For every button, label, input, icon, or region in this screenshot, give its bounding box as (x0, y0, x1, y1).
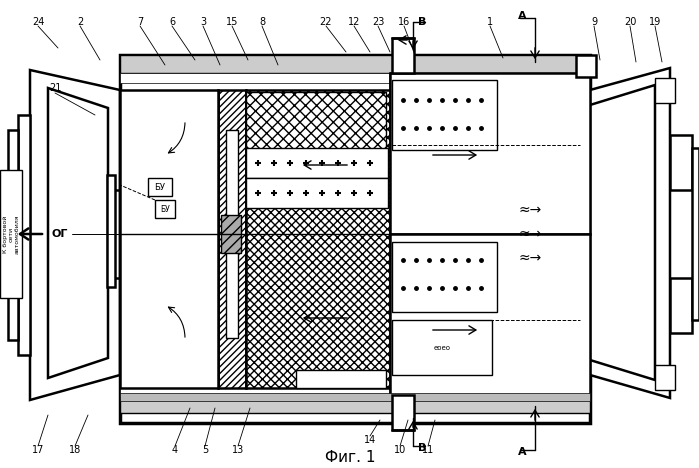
Text: 15: 15 (226, 17, 238, 27)
Text: 24: 24 (32, 17, 44, 27)
Text: A: A (518, 11, 526, 21)
Bar (226, 130, 238, 230)
Bar (0, 170, 22, 298)
Bar (392, 38, 414, 73)
Text: БУ: БУ (160, 205, 170, 213)
Text: 18: 18 (69, 445, 81, 455)
Text: 2: 2 (77, 17, 83, 27)
Bar (670, 278, 692, 333)
Bar (576, 55, 596, 77)
Text: 5: 5 (202, 445, 208, 455)
Polygon shape (48, 88, 108, 378)
Bar (120, 55, 590, 73)
Text: 6: 6 (169, 17, 175, 27)
Bar (296, 370, 386, 388)
Text: B: B (418, 17, 426, 27)
Text: БУ: БУ (154, 183, 166, 191)
Bar (246, 90, 391, 388)
Polygon shape (30, 70, 120, 400)
Text: ≈→: ≈→ (519, 203, 542, 217)
Bar (390, 234, 590, 395)
Bar (120, 90, 218, 388)
Text: 7: 7 (137, 17, 143, 27)
Text: 23: 23 (372, 17, 384, 27)
Text: 19: 19 (649, 17, 661, 27)
Text: 16: 16 (398, 17, 410, 27)
Bar (120, 387, 590, 397)
Text: 4: 4 (172, 445, 178, 455)
Bar (148, 178, 172, 196)
Polygon shape (590, 68, 670, 398)
Text: 9: 9 (591, 17, 597, 27)
Text: 13: 13 (232, 445, 244, 455)
Text: ≈→: ≈→ (519, 251, 542, 265)
Polygon shape (590, 85, 655, 380)
Bar (120, 55, 590, 423)
Text: 10: 10 (394, 445, 406, 455)
Bar (392, 242, 497, 312)
Bar (692, 148, 699, 320)
Text: A: A (518, 447, 526, 457)
Text: 1: 1 (487, 17, 493, 27)
Bar (392, 80, 497, 150)
Bar (670, 135, 692, 190)
Bar (655, 78, 675, 103)
Bar (120, 393, 590, 401)
Bar (392, 320, 492, 375)
Bar (120, 73, 590, 83)
Bar (120, 395, 590, 413)
Bar (246, 178, 388, 208)
Text: 11: 11 (422, 445, 434, 455)
Text: 14: 14 (364, 435, 376, 445)
Bar (8, 130, 18, 340)
Text: B: B (418, 443, 426, 453)
Bar (390, 73, 590, 234)
Text: ОГ: ОГ (52, 229, 69, 239)
Text: К бортовой
сети
автомобиля: К бортовой сети автомобиля (3, 214, 20, 254)
Bar (221, 215, 241, 253)
Bar (226, 238, 238, 338)
Bar (655, 365, 675, 390)
Bar (107, 175, 115, 287)
Text: 12: 12 (348, 17, 360, 27)
Bar (246, 92, 386, 157)
Text: 3: 3 (200, 17, 206, 27)
Bar (218, 90, 246, 388)
Bar (18, 115, 30, 355)
Bar (392, 395, 414, 430)
Text: ≈→: ≈→ (519, 227, 542, 241)
Text: 21: 21 (49, 83, 62, 93)
Text: 8: 8 (259, 17, 265, 27)
Text: Фиг. 1: Фиг. 1 (325, 451, 375, 466)
Text: 17: 17 (32, 445, 44, 455)
Text: 20: 20 (624, 17, 636, 27)
Text: 22: 22 (319, 17, 332, 27)
Bar (155, 200, 175, 218)
Text: eoeo: eoeo (433, 345, 450, 351)
Bar (246, 148, 388, 178)
